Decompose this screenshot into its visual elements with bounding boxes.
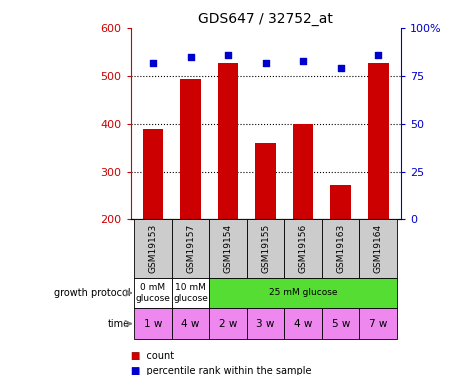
Bar — [143, 129, 164, 315]
Bar — [330, 185, 351, 315]
Text: 25 mM glucose: 25 mM glucose — [269, 288, 338, 297]
Bar — [172, 278, 209, 308]
Text: 1 w: 1 w — [144, 319, 162, 328]
Bar — [218, 63, 239, 315]
Text: 5 w: 5 w — [332, 319, 350, 328]
Text: ■: ■ — [131, 366, 140, 375]
Text: GSM19163: GSM19163 — [336, 224, 345, 273]
Text: GSM19156: GSM19156 — [299, 224, 308, 273]
Bar — [284, 219, 322, 278]
Point — [149, 60, 157, 66]
Point — [375, 52, 382, 58]
Text: 10 mM
glucose: 10 mM glucose — [173, 283, 208, 303]
Title: GDS647 / 32752_at: GDS647 / 32752_at — [198, 12, 333, 26]
Text: ■: ■ — [131, 351, 140, 361]
Text: 4 w: 4 w — [294, 319, 312, 328]
Bar — [284, 308, 322, 339]
Point — [187, 54, 194, 60]
Bar — [209, 308, 247, 339]
Bar — [134, 308, 172, 339]
Point — [337, 65, 344, 71]
Text: GSM19157: GSM19157 — [186, 224, 195, 273]
Text: growth protocol: growth protocol — [54, 288, 130, 298]
Bar — [247, 308, 284, 339]
Bar — [293, 124, 313, 315]
Bar — [360, 219, 397, 278]
Text: GSM19153: GSM19153 — [148, 224, 158, 273]
Text: time: time — [108, 319, 130, 328]
Text: GSM19155: GSM19155 — [261, 224, 270, 273]
Point — [262, 60, 269, 66]
Bar — [172, 219, 209, 278]
Text: 4 w: 4 w — [181, 319, 200, 328]
Text: ■  percentile rank within the sample: ■ percentile rank within the sample — [131, 366, 311, 375]
Bar — [360, 308, 397, 339]
Bar — [247, 219, 284, 278]
Text: 7 w: 7 w — [369, 319, 387, 328]
Point — [300, 58, 307, 64]
Bar — [134, 219, 172, 278]
Text: GSM19164: GSM19164 — [374, 224, 383, 273]
Text: 0 mM
glucose: 0 mM glucose — [136, 283, 170, 303]
Bar — [172, 308, 209, 339]
Bar — [255, 143, 276, 315]
Bar — [322, 219, 360, 278]
Bar — [368, 63, 388, 315]
Text: ■  count: ■ count — [131, 351, 174, 361]
Text: 2 w: 2 w — [219, 319, 237, 328]
Bar — [180, 79, 201, 315]
Text: 3 w: 3 w — [256, 319, 275, 328]
Bar — [322, 308, 360, 339]
Text: GSM19154: GSM19154 — [224, 224, 233, 273]
Bar — [209, 278, 397, 308]
Bar — [209, 219, 247, 278]
Bar — [134, 278, 172, 308]
Point — [224, 52, 232, 58]
